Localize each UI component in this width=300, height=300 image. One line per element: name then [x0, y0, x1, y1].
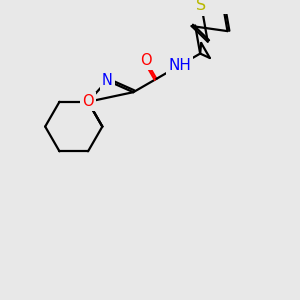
Text: NH: NH: [168, 58, 191, 73]
Text: O: O: [82, 94, 94, 109]
Text: S: S: [196, 0, 206, 14]
Text: O: O: [140, 53, 152, 68]
Text: N: N: [102, 73, 112, 88]
